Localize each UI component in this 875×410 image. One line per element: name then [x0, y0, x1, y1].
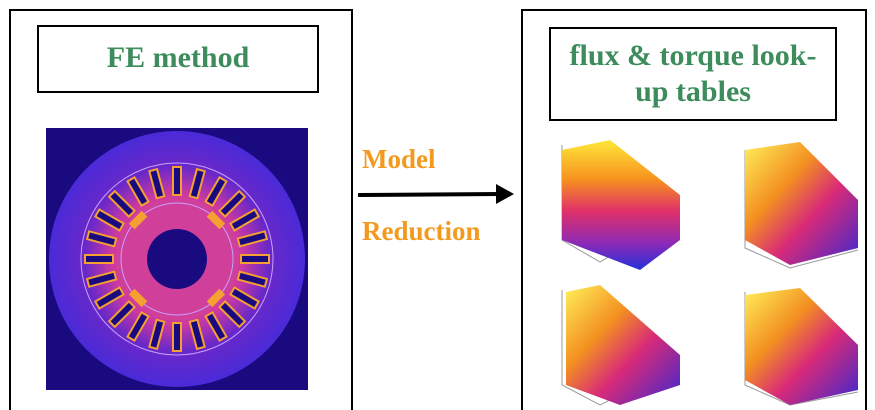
lookup-plot: [745, 142, 858, 268]
motor-slot: [242, 256, 268, 262]
right-title: up tables: [635, 75, 751, 108]
motor-slot: [86, 256, 112, 262]
right-title: flux & torque look-: [570, 39, 817, 72]
motor-slot: [174, 168, 180, 194]
arrow-label: Reduction: [362, 216, 481, 246]
lookup-plot: [562, 285, 680, 405]
arrow-shaft: [358, 194, 500, 195]
arrow-label: Model: [362, 144, 436, 174]
motor-slot: [174, 324, 180, 350]
arrow-head: [496, 184, 514, 204]
left-title: FE method: [107, 41, 250, 74]
fe-motor-image: [46, 128, 308, 390]
diagram: FE method Model Reduction flux & torque …: [0, 0, 875, 410]
lookup-plot: [562, 140, 680, 270]
lookup-plot: [745, 288, 858, 405]
